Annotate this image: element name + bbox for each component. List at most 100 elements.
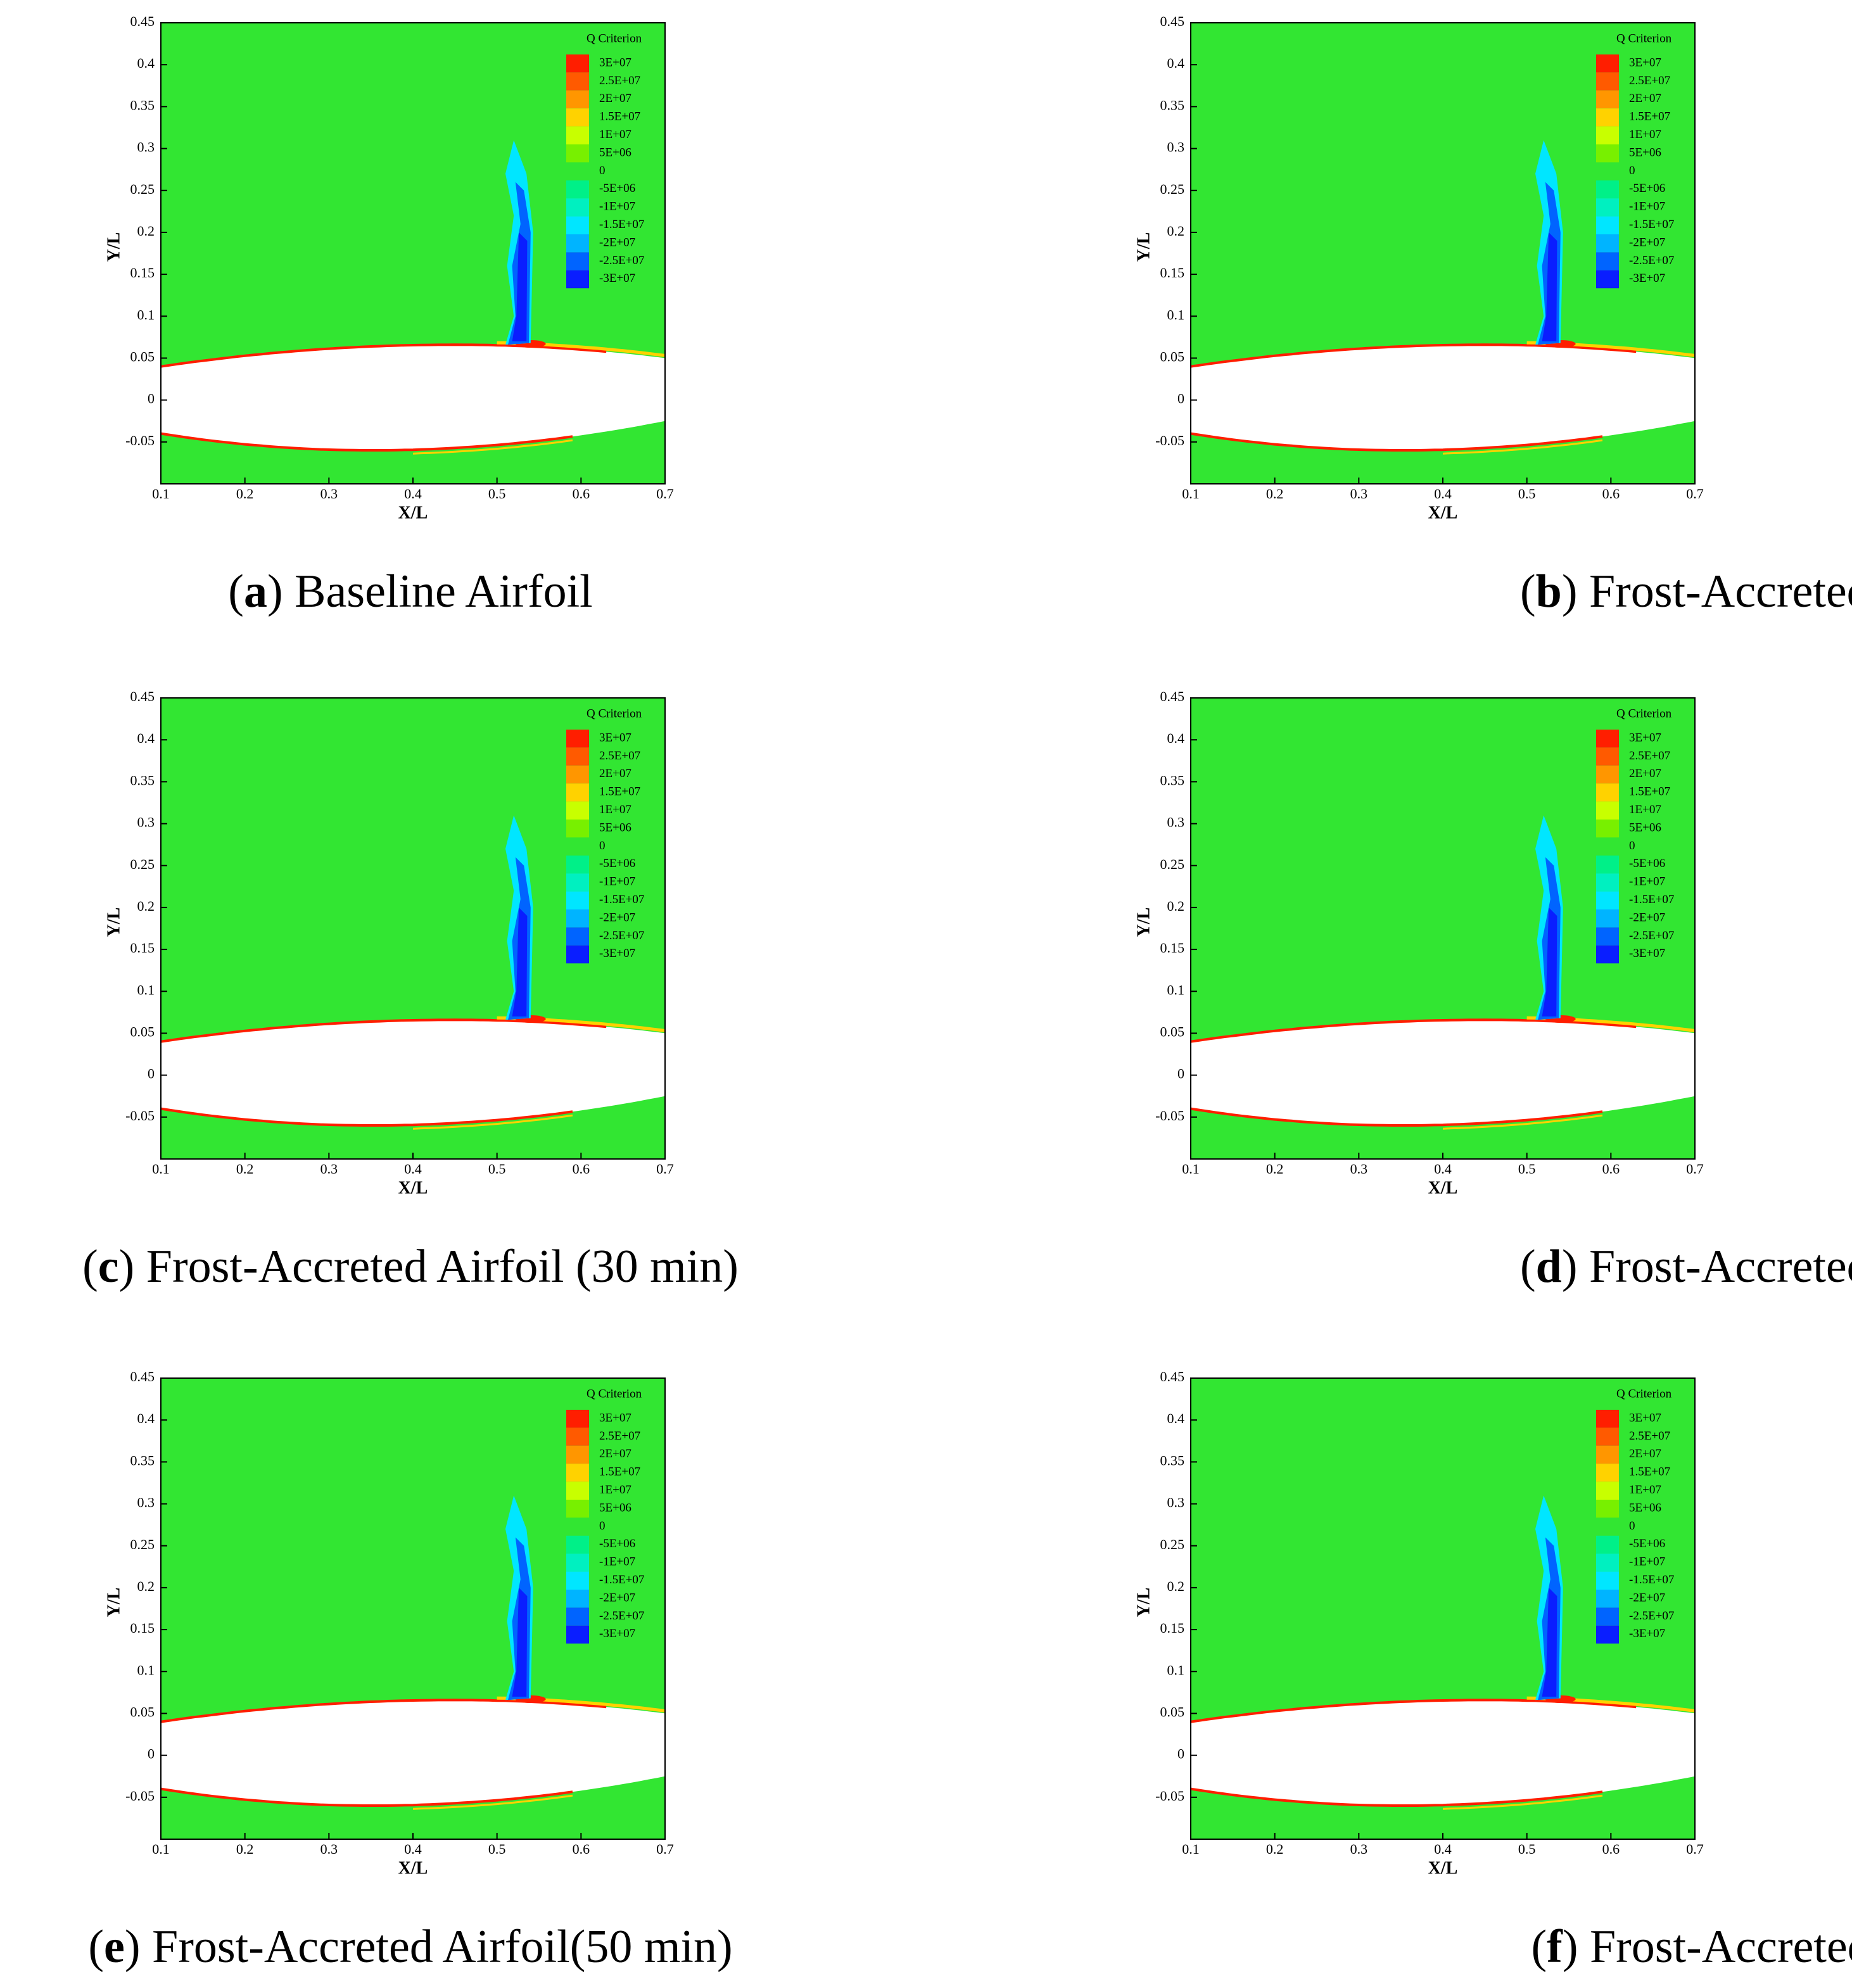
boundary-layer <box>160 1107 573 1127</box>
x-tick-label: 0.1 <box>1182 1161 1200 1177</box>
legend-label: -1E+07 <box>599 1555 635 1569</box>
legend-label: 1.5E+07 <box>1629 110 1670 123</box>
legend-swatch <box>566 54 589 73</box>
legend-swatch <box>566 144 589 163</box>
legend-swatch <box>1596 1428 1619 1446</box>
legend-label: 1E+07 <box>1629 1483 1661 1497</box>
vortex <box>1542 908 1557 1016</box>
legend-label: 5E+06 <box>599 146 631 159</box>
boundary-layer <box>1442 1114 1603 1130</box>
legend-swatch <box>566 72 589 91</box>
legend-label: 5E+06 <box>1629 146 1661 159</box>
legend-swatch <box>566 234 589 253</box>
x-tick-label: 0.7 <box>1686 1841 1704 1857</box>
y-tick-label: 0.4 <box>1167 55 1185 71</box>
legend-swatch <box>566 891 589 909</box>
legend-label: -2.5E+07 <box>1629 254 1674 267</box>
vortex <box>1542 232 1557 341</box>
legend-label: 1E+07 <box>599 1483 631 1497</box>
y-tick-label: 0.3 <box>1167 814 1185 830</box>
x-axis-label: X/L <box>1428 1178 1458 1198</box>
y-tick-label: 0.1 <box>1167 1662 1185 1678</box>
legend-swatch <box>1596 1517 1619 1536</box>
panel-caption: (b) Frost-Accreted Airfoil (20 min) <box>1520 566 1852 617</box>
y-tick-label: 0.45 <box>1160 13 1185 29</box>
legend-label: -2E+07 <box>1629 911 1665 924</box>
panel-caption: (c) Frost-Accreted Airfoil (30 min) <box>82 1241 739 1293</box>
legend-swatch <box>566 1500 589 1518</box>
y-tick-label: 0.3 <box>137 139 155 155</box>
x-tick-label: 0.1 <box>1182 1841 1200 1857</box>
x-tick-label: 0.3 <box>320 486 338 502</box>
legend-label: 5E+06 <box>1629 821 1661 834</box>
y-tick-label: 0.45 <box>130 688 155 704</box>
legend-swatch <box>1596 909 1619 928</box>
legend-label: 3E+07 <box>599 1411 631 1424</box>
legend-label: 2.5E+07 <box>1629 749 1670 763</box>
x-tick-label: 0.5 <box>1518 1161 1536 1177</box>
y-tick-label: 0.4 <box>137 55 155 71</box>
legend-swatch <box>566 927 589 946</box>
legend-label: -1E+07 <box>599 875 635 889</box>
x-tick-label: 0.7 <box>656 486 674 502</box>
legend-swatch <box>1596 144 1619 163</box>
vortex <box>512 232 528 341</box>
legend-swatch <box>1596 108 1619 127</box>
legend-label: 2E+07 <box>1629 92 1661 105</box>
legend-label: 1.5E+07 <box>599 785 640 799</box>
legend-label: 2.5E+07 <box>1629 74 1670 87</box>
y-tick-label: 0.25 <box>130 856 155 872</box>
y-tick-label: -0.05 <box>125 433 155 448</box>
x-axis-label: X/L <box>398 1178 428 1198</box>
x-tick-label: 0.3 <box>320 1161 338 1177</box>
legend-label: -3E+07 <box>599 1627 635 1640</box>
legend-swatch <box>1596 198 1619 217</box>
y-tick-label: 0.1 <box>1167 982 1185 997</box>
legend-swatch <box>1596 927 1619 946</box>
x-tick-label: 0.7 <box>1686 486 1704 502</box>
y-tick-label: 0.1 <box>137 307 155 322</box>
legend-swatch <box>1596 1410 1619 1428</box>
panel-caption: (d) Frost-Accreted Airfoil (40 min) <box>1520 1241 1852 1293</box>
legend-swatch <box>566 1410 589 1428</box>
boundary-layer <box>1190 432 1603 452</box>
legend-label: -3E+07 <box>1629 1627 1665 1640</box>
legend-label: -5E+06 <box>599 857 635 870</box>
x-tick-label: 0.4 <box>404 1841 422 1857</box>
x-tick-label: 0.5 <box>488 1161 506 1177</box>
legend-label: 2E+07 <box>1629 1447 1661 1460</box>
y-axis-label: Y/L <box>104 232 124 262</box>
y-tick-label: 0 <box>148 1066 155 1082</box>
legend-label: 0 <box>599 839 606 852</box>
legend-swatch <box>1596 783 1619 802</box>
legend-label: -1.5E+07 <box>599 1573 644 1586</box>
legend-label: -1E+07 <box>1629 200 1665 213</box>
y-tick-label: 0.2 <box>1167 898 1185 914</box>
legend-swatch <box>1596 270 1619 289</box>
x-tick-label: 0.7 <box>656 1841 674 1857</box>
y-tick-label: 0.45 <box>1160 688 1185 704</box>
legend-label: -2E+07 <box>599 236 635 249</box>
x-tick-label: 0.4 <box>1434 1841 1452 1857</box>
legend-swatch <box>1596 54 1619 73</box>
y-tick-label: 0.2 <box>1167 1578 1185 1594</box>
x-tick-label: 0.6 <box>1602 486 1620 502</box>
x-tick-label: 0.7 <box>1686 1161 1704 1177</box>
legend-label: -1.5E+07 <box>1629 893 1674 906</box>
y-tick-label: 0.15 <box>1160 940 1185 956</box>
y-tick-label: 0.4 <box>137 730 155 746</box>
legend-swatch <box>1596 126 1619 144</box>
legend-label: -3E+07 <box>1629 272 1665 285</box>
y-tick-label: 0.35 <box>1160 772 1185 788</box>
legend-swatch <box>1596 1590 1619 1608</box>
y-tick-label: 0.4 <box>1167 730 1185 746</box>
x-axis-label: X/L <box>398 1858 428 1878</box>
legend-label: 5E+06 <box>599 1501 631 1514</box>
y-tick-label: 0.15 <box>130 940 155 956</box>
y-tick-label: 0.2 <box>137 1578 155 1594</box>
legend-swatch <box>566 90 589 109</box>
legend-swatch <box>566 765 589 784</box>
x-tick-label: 0.1 <box>152 486 170 502</box>
legend-label: -1.5E+07 <box>1629 218 1674 231</box>
y-tick-label: 0.45 <box>1160 1369 1185 1384</box>
